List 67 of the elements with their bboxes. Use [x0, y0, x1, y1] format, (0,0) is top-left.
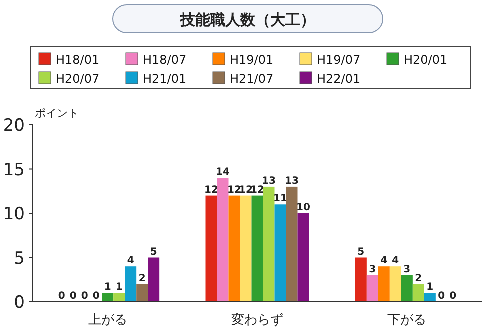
bar — [401, 275, 413, 302]
bar — [228, 196, 240, 302]
y-tick-label: 5 — [14, 248, 25, 269]
data-label: 0 — [81, 291, 88, 302]
legend-label: H18/01 — [56, 53, 100, 67]
bar — [390, 266, 402, 302]
y-axis-title: ポイント — [35, 107, 79, 120]
bar — [424, 293, 436, 302]
x-tick-label: 変わらず — [232, 312, 284, 328]
chart-title: 技能職人数（大工） — [180, 11, 316, 29]
data-label: 5 — [358, 246, 365, 258]
legend-label: H21/07 — [230, 72, 274, 86]
bar — [378, 266, 390, 302]
data-label: 2 — [138, 273, 146, 284]
bar — [274, 204, 286, 302]
data-label: 4 — [392, 256, 400, 267]
data-label: 13 — [285, 176, 299, 187]
data-label: 12 — [239, 184, 253, 196]
data-label: 4 — [127, 256, 134, 267]
bar — [366, 275, 378, 302]
data-label: 12 — [204, 184, 218, 196]
data-label: 4 — [380, 256, 388, 267]
data-label: 12 — [228, 184, 242, 196]
data-label: 11 — [274, 194, 288, 205]
data-label: 13 — [262, 176, 276, 187]
bar — [412, 284, 424, 302]
bar — [217, 178, 229, 302]
data-label: 0 — [92, 291, 100, 302]
x-tick-label: 下がる — [388, 313, 427, 328]
data-label: 3 — [369, 264, 376, 276]
y-tick-label: 0 — [14, 293, 25, 313]
y-tick-label: 15 — [3, 160, 25, 180]
data-label: 0 — [450, 291, 457, 302]
y-tick-label: 10 — [3, 204, 25, 224]
legend-label: H21/01 — [143, 72, 187, 86]
bar — [298, 214, 310, 302]
data-label: 1 — [426, 282, 434, 294]
data-label: 10 — [296, 202, 310, 214]
bar — [148, 258, 160, 302]
bar — [355, 258, 367, 302]
data-label: 3 — [404, 264, 411, 276]
bar — [206, 196, 218, 302]
x-tick-label: 上がる — [88, 313, 128, 328]
y-tick-label: 20 — [3, 116, 25, 136]
data-label: 0 — [438, 291, 446, 302]
legend-label: H19/07 — [317, 53, 361, 67]
bar — [114, 293, 126, 302]
data-label: 12 — [250, 184, 264, 196]
legend-label: H18/07 — [143, 53, 187, 67]
legend-label: H19/01 — [230, 53, 274, 67]
bar — [263, 186, 275, 302]
data-label: 14 — [216, 167, 230, 178]
bar — [240, 196, 252, 302]
legend-label: H22/01 — [317, 72, 361, 86]
bar — [286, 186, 298, 302]
legend-label: H20/07 — [56, 72, 100, 86]
bar — [125, 266, 137, 302]
data-label: 2 — [415, 273, 422, 284]
bar — [252, 196, 264, 302]
data-label: 5 — [150, 246, 158, 258]
bar — [136, 284, 148, 302]
data-label: 1 — [116, 282, 123, 294]
data-label: 0 — [58, 291, 66, 302]
bar — [102, 293, 114, 302]
data-label: 0 — [70, 291, 77, 302]
data-label: 1 — [104, 282, 112, 294]
legend-label: H20/01 — [404, 53, 448, 67]
